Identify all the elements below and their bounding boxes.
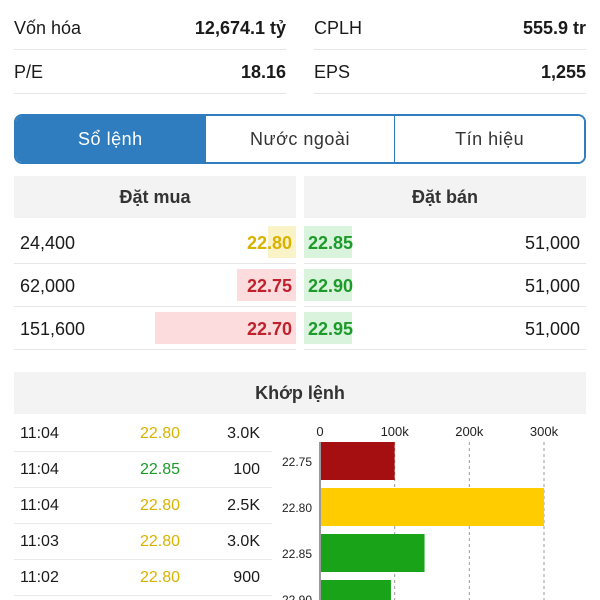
buy-order-row[interactable]: 24,400 22.80 xyxy=(14,222,296,264)
trade-price: 22.80 xyxy=(139,568,181,586)
chart-x-tick-label: 300k xyxy=(530,424,559,439)
sell-order-row[interactable]: 22.95 51,000 xyxy=(304,308,586,350)
sell-volume: 51,000 xyxy=(524,232,580,253)
chart-y-tick-label: 22.80 xyxy=(282,501,312,515)
trade-price: 22.80 xyxy=(139,424,181,442)
buy-price: 22.70 xyxy=(246,318,292,339)
trade-price: 22.85 xyxy=(139,460,181,478)
trade-row: 11:04 22.85 100 xyxy=(14,452,272,488)
trade-volume: 3.0K xyxy=(227,424,260,442)
sell-order-row[interactable]: 22.90 51,000 xyxy=(304,265,586,307)
stats-row-1: Vốn hóa 12,674.1 tỷ CPLH 555.9 tr xyxy=(14,6,586,52)
stats-row-2: P/E 18.16 EPS 1,255 xyxy=(14,50,586,96)
trade-row: 11:02 22.80 900 xyxy=(14,560,272,596)
buy-volume: 24,400 xyxy=(20,232,76,253)
row-divider xyxy=(304,306,586,307)
sell-volume: 51,000 xyxy=(524,318,580,339)
trade-time: 11:02 xyxy=(20,568,59,586)
eps-label: EPS xyxy=(314,62,351,82)
buy-orders-header: Đặt mua xyxy=(14,176,296,218)
chart-y-tick-label: 22.85 xyxy=(282,547,312,561)
buy-depth-bar xyxy=(155,312,296,344)
chart-bar xyxy=(321,534,425,572)
sell-volume: 51,000 xyxy=(524,275,580,296)
cplh-cell: CPLH 555.9 tr xyxy=(314,8,586,50)
tab-signals[interactable]: Tín hiệu xyxy=(394,116,584,162)
row-divider xyxy=(14,349,296,350)
sell-order-row[interactable]: 22.85 51,000 xyxy=(304,222,586,264)
row-divider xyxy=(304,349,586,350)
trade-volume: 900 xyxy=(233,568,260,586)
market-cap-label: Vốn hóa xyxy=(14,18,82,38)
eps-value: 1,255 xyxy=(540,62,586,82)
chart-bar xyxy=(321,488,544,526)
market-cap-value: 12,674.1 tỷ xyxy=(194,18,286,38)
trade-price: 22.80 xyxy=(139,532,181,550)
chart-y-tick-label: 22.75 xyxy=(282,455,312,469)
eps-cell: EPS 1,255 xyxy=(314,52,586,94)
buy-order-row[interactable]: 62,000 22.75 xyxy=(14,265,296,307)
trade-volume: 3.0K xyxy=(227,532,260,550)
sell-price: 22.85 xyxy=(308,232,354,253)
trade-time: 11:04 xyxy=(20,496,59,514)
chart-x-tick-label: 200k xyxy=(455,424,484,439)
trade-volume: 100 xyxy=(233,460,260,478)
buy-depth-bar xyxy=(236,269,296,301)
pe-value: 18.16 xyxy=(240,62,286,82)
cplh-value: 555.9 tr xyxy=(522,18,586,38)
trade-time: 11:03 xyxy=(20,532,59,550)
buy-volume: 62,000 xyxy=(20,275,76,296)
chart-bar xyxy=(321,442,395,480)
buy-depth-bar xyxy=(267,226,296,258)
sell-orders-header: Đặt bán xyxy=(304,176,586,218)
sell-depth-bar xyxy=(304,312,352,344)
buy-price: 22.75 xyxy=(246,275,292,296)
sell-depth-bar xyxy=(304,226,352,258)
row-divider xyxy=(304,263,586,264)
market-cap-cell: Vốn hóa 12,674.1 tỷ xyxy=(14,8,286,50)
cplh-label: CPLH xyxy=(314,18,363,38)
chart-x-tick-label: 100k xyxy=(381,424,410,439)
tab-bar: Sổ lệnh Nước ngoài Tín hiệu xyxy=(14,114,586,164)
trade-time: 11:04 xyxy=(20,424,59,442)
chart-bar xyxy=(321,580,391,600)
sell-depth-bar xyxy=(304,269,352,301)
chart-y-tick-label: 22.90 xyxy=(282,593,312,600)
buy-price: 22.80 xyxy=(246,232,292,253)
trade-volume: 2.5K xyxy=(227,496,260,514)
trade-row: 11:03 22.80 3.0K xyxy=(14,524,272,560)
trade-time: 11:04 xyxy=(20,460,59,478)
row-divider xyxy=(14,263,296,264)
sell-price: 22.90 xyxy=(308,275,354,296)
pe-label: P/E xyxy=(14,62,44,82)
pe-cell: P/E 18.16 xyxy=(14,52,286,94)
buy-volume: 151,600 xyxy=(20,318,86,339)
sell-price: 22.95 xyxy=(308,318,354,339)
trade-price: 22.80 xyxy=(139,496,181,514)
trade-row: 11:04 22.80 3.0K xyxy=(14,416,272,452)
trade-row: 11:04 22.80 2.5K xyxy=(14,488,272,524)
volume-by-price-chart: 0 100k 200k 300k 22.75 22.80 22.85 22.90 xyxy=(276,420,586,600)
volume-chart-svg: 0 100k 200k 300k 22.75 22.80 22.85 22.90 xyxy=(282,424,559,600)
tab-order-book[interactable]: Sổ lệnh xyxy=(16,116,205,162)
buy-order-row[interactable]: 151,600 22.70 xyxy=(14,308,296,350)
tab-foreign[interactable]: Nước ngoài xyxy=(204,116,395,162)
row-divider xyxy=(14,306,296,307)
matched-orders-header: Khớp lệnh xyxy=(14,372,586,414)
chart-x-tick-label: 0 xyxy=(316,424,323,439)
